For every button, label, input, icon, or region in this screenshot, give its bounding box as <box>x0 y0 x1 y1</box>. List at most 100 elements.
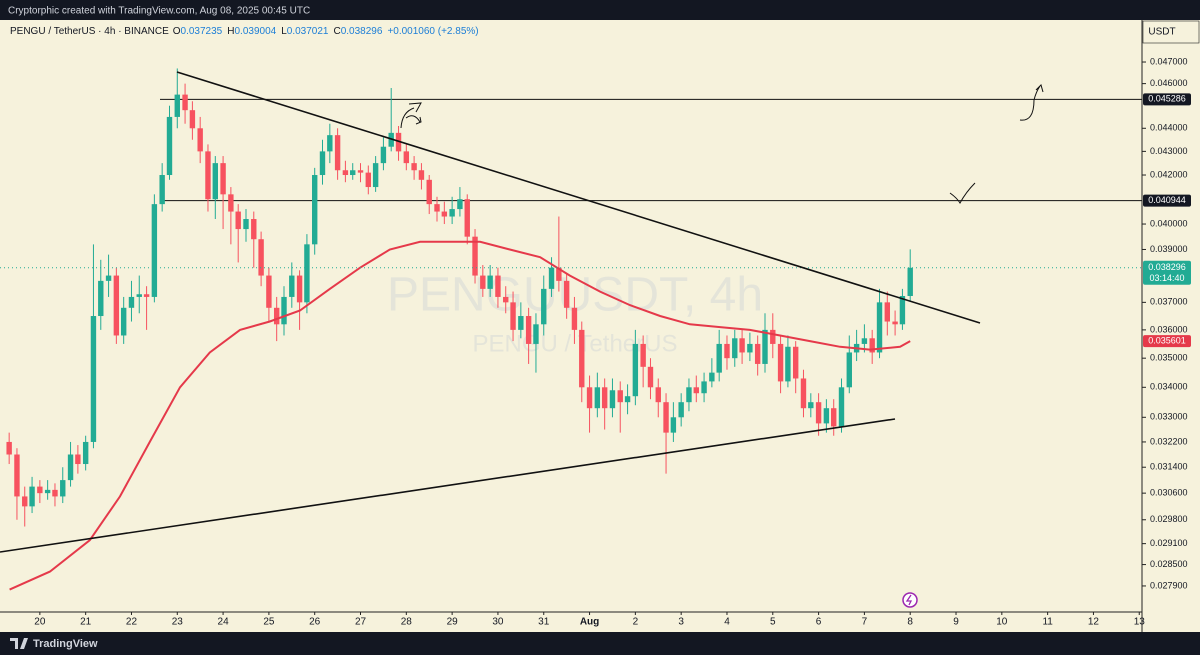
candle-body <box>747 343 753 353</box>
candle-body <box>777 343 784 382</box>
legend-low: 0.037021 <box>287 26 329 37</box>
candle-body <box>792 346 799 379</box>
candle-body <box>831 408 837 427</box>
x-tick-label: 4 <box>724 617 730 628</box>
candle-body <box>579 329 585 388</box>
candle-body <box>808 402 814 409</box>
drawings <box>0 71 1044 553</box>
countdown: 03:14:40 <box>1149 273 1184 283</box>
hand-arrow <box>400 102 422 129</box>
candle-body <box>434 204 440 212</box>
candle-body <box>319 151 326 176</box>
hand-arrow <box>1019 84 1044 121</box>
candle-body <box>75 454 81 465</box>
y-tick-label: 0.036000 <box>1150 324 1188 334</box>
ema-tag-label: 0.035601 <box>1148 335 1186 345</box>
x-tick-label: 25 <box>263 617 275 628</box>
candle-body <box>892 321 898 325</box>
candle-body <box>14 454 20 497</box>
trend-line <box>0 418 896 553</box>
candle-body <box>411 163 417 171</box>
x-tick-label: 22 <box>126 617 138 628</box>
ema-line <box>9 240 911 591</box>
candle-body <box>197 128 203 152</box>
candle-body <box>6 441 12 455</box>
candle-body <box>647 366 654 388</box>
last-price-tag <box>1143 260 1191 285</box>
axes: 0.047000 0.046000 0.044000 0.043000 0.042000… <box>34 56 1191 628</box>
y-tick-label: 0.039000 <box>1150 244 1188 254</box>
candle-body <box>525 316 532 344</box>
candle-body <box>617 390 623 403</box>
x-tick-label: 26 <box>309 617 321 628</box>
legend-o: O <box>173 26 181 37</box>
y-tick-label: 0.043000 <box>1150 146 1188 156</box>
x-tick-label: 2 <box>633 617 639 628</box>
top-bar <box>0 0 1200 20</box>
bottom-bar <box>0 632 1200 655</box>
candle-body <box>90 316 97 442</box>
y-tick-label: 0.030600 <box>1150 488 1188 498</box>
candle-body <box>670 417 677 433</box>
candle-body <box>732 338 738 359</box>
candle-body <box>60 480 66 497</box>
candle-body <box>235 211 241 230</box>
candle-body <box>594 387 601 409</box>
candle-body <box>701 381 707 394</box>
plot <box>0 68 1142 591</box>
y-tick-label: 0.035000 <box>1150 353 1188 363</box>
y-tick-label: 0.033000 <box>1150 412 1188 422</box>
candle-body <box>609 390 616 409</box>
candle-body <box>800 378 807 409</box>
candle-body <box>143 294 150 297</box>
y-tick-label: 0.047000 <box>1150 56 1188 66</box>
candle-body <box>503 296 509 303</box>
candle-body <box>44 489 51 494</box>
candle-body <box>907 267 913 296</box>
y-tick-label: 0.029800 <box>1150 514 1188 524</box>
brand: TradingView <box>33 638 98 650</box>
candle-body <box>823 408 830 424</box>
candle-body <box>739 338 745 353</box>
candle-body <box>365 172 371 188</box>
candle-body <box>762 329 768 364</box>
watermark: PENGUUSDT, 4h PENGU / TetherUS <box>387 269 763 358</box>
candle-body <box>357 170 364 173</box>
currency-box[interactable] <box>1142 20 1200 44</box>
candle-body <box>533 324 539 344</box>
event-icon[interactable] <box>902 592 918 608</box>
candle-body <box>495 275 501 297</box>
legend-change: +0.001060 (+2.85%) <box>387 26 478 37</box>
candle-body <box>304 244 310 303</box>
candle-body <box>334 135 341 171</box>
candle-body <box>541 288 547 325</box>
y-tick-label: 0.040000 <box>1150 218 1188 228</box>
event-marker[interactable] <box>902 592 918 608</box>
candle-body <box>586 387 593 409</box>
candle-body <box>159 175 165 205</box>
x-tick-label: 9 <box>953 617 959 628</box>
x-tick-label: 21 <box>80 617 92 628</box>
legend-c: C <box>333 26 340 37</box>
x-tick-label: 7 <box>862 617 868 628</box>
candle-body <box>846 352 852 388</box>
candle-body <box>136 294 142 297</box>
legend-h: H <box>227 26 234 37</box>
candle-body <box>663 402 669 433</box>
candle-body <box>266 275 272 308</box>
candle-body <box>380 146 387 164</box>
y-tick-label: 0.044000 <box>1150 123 1188 133</box>
candle-body <box>342 170 349 176</box>
candle-body <box>258 239 264 276</box>
x-tick-label: 8 <box>907 617 913 628</box>
candle-body <box>350 170 356 176</box>
candle-body <box>52 489 58 497</box>
x-tick-label: Aug <box>580 617 599 628</box>
currency: USDT <box>1148 27 1175 38</box>
candle-body <box>22 496 28 507</box>
candle-body <box>120 307 127 336</box>
x-tick-label: 24 <box>218 617 230 628</box>
candle-body <box>518 316 524 330</box>
